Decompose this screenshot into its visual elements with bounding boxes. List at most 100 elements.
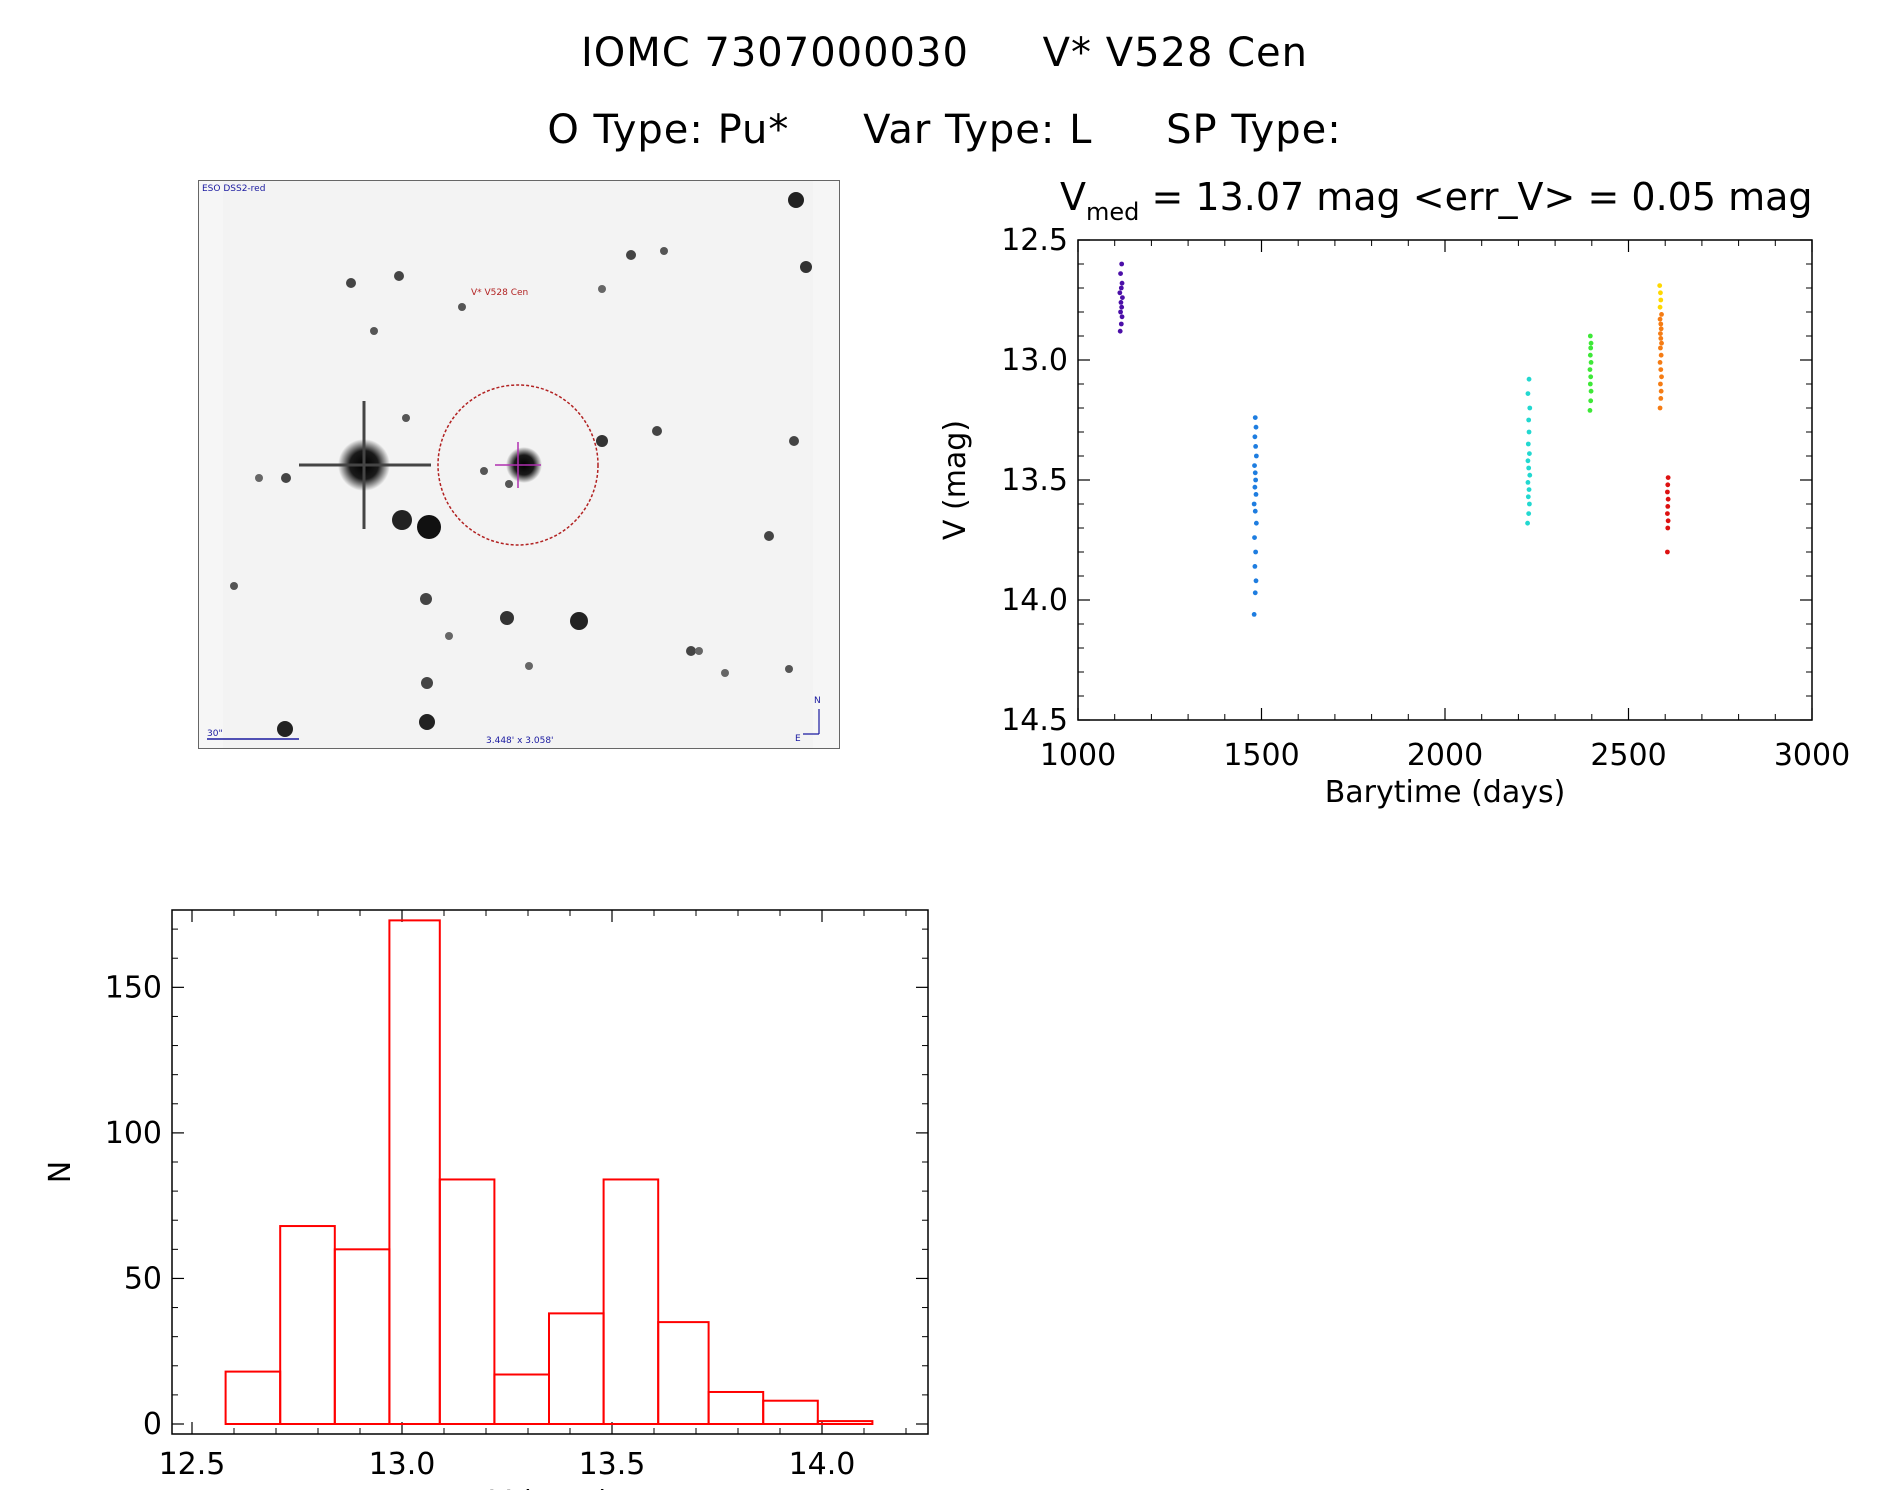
data-point-season-2 [1253,477,1259,483]
data-point-season-4 [1588,360,1594,365]
data-point-season-1 [1119,314,1125,320]
data-point-season-2 [1252,484,1258,490]
y-tick-label: 0 [143,1407,162,1442]
histogram-bar [224,1370,282,1426]
data-point-season-2 [1253,444,1259,449]
x-tick-label: 1500 [1223,738,1299,773]
data-point-season-1 [1119,304,1125,310]
data-point-season-5a [1657,283,1663,288]
x-tick-label: 2000 [1407,738,1483,773]
field-stars [230,192,812,737]
data-point-season-2 [1252,508,1258,514]
histogram-bar [388,919,441,1425]
data-point-season-3 [1527,501,1532,507]
data-point-season-2 [1252,434,1258,440]
data-point-season-5b [1659,340,1664,346]
data-point-season-5b [1658,396,1664,401]
data-point-season-6 [1665,518,1671,524]
x-axis-label: V (mag) [490,1485,610,1490]
x-tick-label: 12.5 [159,1447,226,1482]
histogram-bar [707,1390,765,1426]
data-point-season-5b [1658,321,1664,327]
data-point-season-2 [1253,424,1259,430]
y-tick-label: 50 [124,1261,162,1296]
data-point-season-2 [1251,501,1257,507]
data-point-season-2 [1252,415,1258,420]
data-point-season-3 [1527,472,1533,478]
data-point-season-3 [1527,451,1532,456]
data-point-season-5b [1657,360,1663,365]
histogram-bar [816,1420,874,1425]
object-id: IOMC 7307000030 [580,30,969,76]
data-point-season-4 [1588,340,1594,346]
data-point-season-5a [1657,304,1663,310]
plot-frame [171,909,929,1435]
data-point-season-5b [1658,331,1663,336]
data-point-season-3 [1526,429,1532,435]
histogram-bar [548,1312,605,1425]
data-point-season-2 [1252,590,1258,596]
data-point-season-4 [1587,381,1593,387]
compass-east-label: E [795,734,801,744]
histogram-bar [279,1225,336,1425]
data-point-season-5a [1658,290,1663,296]
finder-image: ESO DSS2-red V* V528 Cen 30" 3.448' x 3.… [202,181,821,748]
figure-title-line-1: IOMC 7307000030 V* V528 Cen [0,30,1889,76]
y-axis-label: V (mag) [938,420,973,540]
data-point-season-4 [1587,333,1593,339]
data-point-season-3 [1525,441,1531,447]
data-point-season-6 [1665,549,1670,555]
data-point-season-5b [1658,388,1664,394]
data-point-season-6 [1665,511,1670,516]
data-point-season-5b [1659,312,1664,317]
data-point-season-5b [1658,345,1663,351]
scale-label: 30" [207,729,223,739]
variability-type: Var Type: L [863,107,1093,153]
survey-label: ESO DSS2-red [202,184,265,194]
data-point-season-2 [1253,520,1259,526]
y-tick-label: 14.5 [1001,703,1068,738]
target-circle [437,384,599,546]
data-point-season-3 [1525,458,1531,464]
compass-north-label: N [814,696,821,706]
x-tick-label: 14.0 [789,1447,856,1482]
x-tick-label: 2500 [1590,738,1666,773]
data-point-season-6 [1665,496,1671,502]
data-point-season-6 [1665,525,1671,531]
data-point-season-3 [1525,494,1531,500]
y-tick-label: 13.0 [1001,343,1068,378]
compass-arrows [803,709,820,735]
finder-chart: ESO DSS2-red V* V528 Cen 30" 3.448' x 3.… [198,180,840,749]
data-point-season-1 [1118,300,1124,305]
histogram-bar [438,1178,496,1426]
histogram-bar [762,1399,819,1426]
data-point-season-1 [1118,309,1123,315]
data-point-season-1 [1117,290,1123,296]
histogram-chart: 12.5 13.0 13.5 14.0 0 50 100 150 V (mag) N [43,909,929,1490]
data-point-season-2 [1253,578,1259,584]
data-point-season-5b [1657,316,1663,322]
data-point-season-2 [1252,535,1257,540]
x-axis-label: Barytime (days) [1325,775,1566,810]
x-tick-label: 3000 [1774,738,1850,773]
data-point-season-4 [1587,367,1593,372]
data-point-season-1 [1118,271,1123,276]
data-point-season-3 [1526,487,1532,492]
data-point-season-3 [1526,376,1532,382]
data-point-season-1 [1119,280,1125,286]
data-point-season-5b [1658,352,1664,358]
data-point-season-2 [1251,612,1257,617]
data-point-season-6 [1665,489,1670,495]
histogram-bar [333,1248,391,1426]
data-point-season-2 [1253,549,1259,555]
data-point-season-4 [1587,408,1593,413]
spectral-type: SP Type: [1166,107,1342,153]
data-point-season-4 [1588,374,1594,380]
object-type: O Type: Pu* [547,107,790,153]
data-point-season-4 [1588,398,1594,404]
data-point-season-3 [1527,405,1533,411]
y-axis-label: N [43,1161,78,1183]
star-name: V* V528 Cen [1042,30,1309,76]
data-point-season-5b [1659,374,1664,380]
